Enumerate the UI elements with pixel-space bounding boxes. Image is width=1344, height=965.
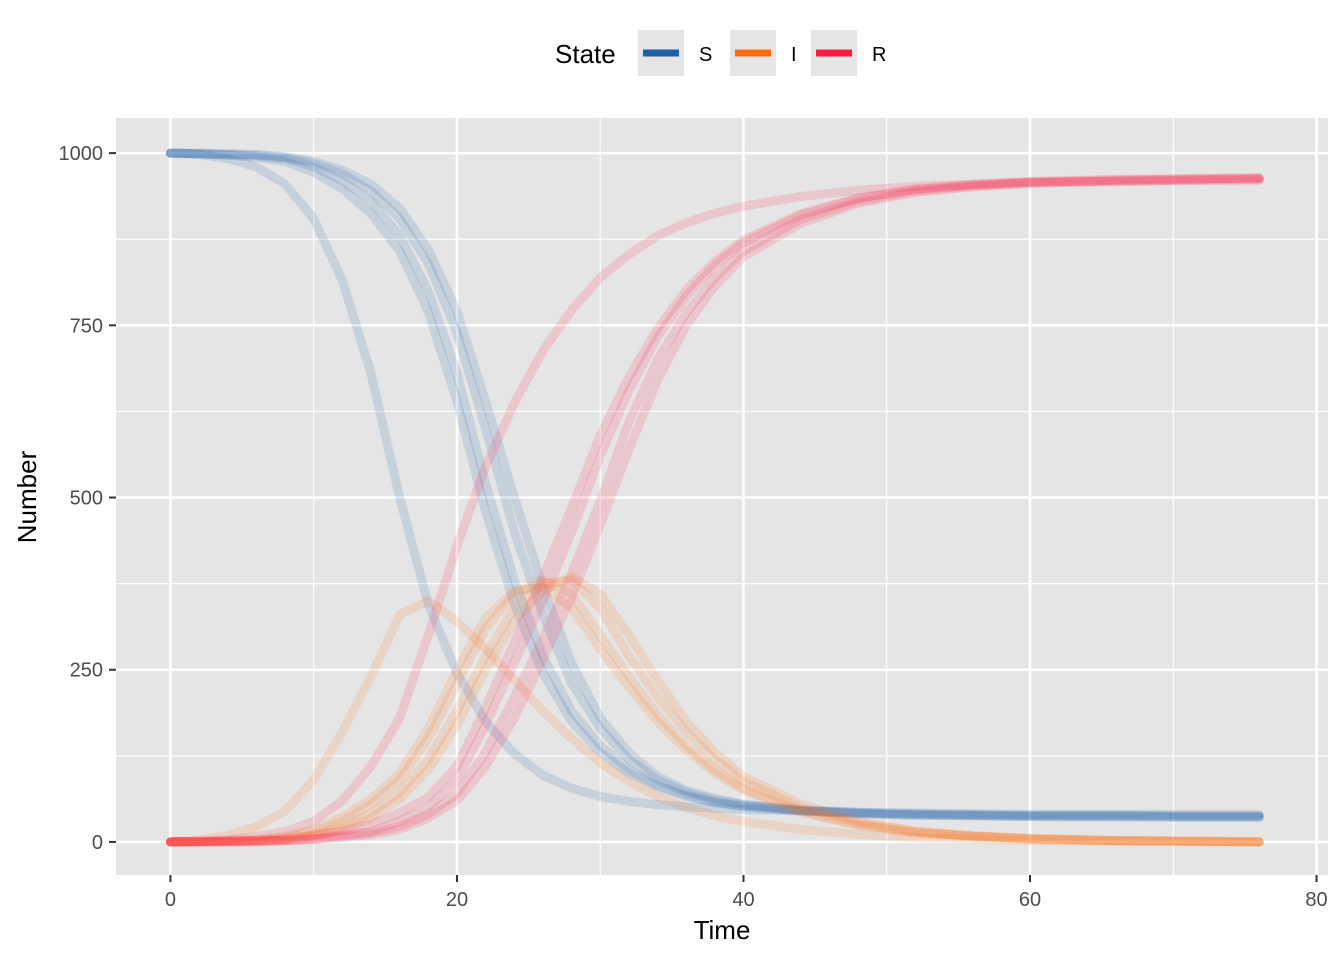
series-line-S-run-1: [165, 148, 1264, 819]
grid: [116, 118, 1328, 875]
y-axis-label: Number: [12, 450, 42, 543]
series-line-I-run-1: [165, 596, 1264, 847]
series-line-I-run-2: [165, 575, 1264, 847]
y-tick-label: 250: [70, 660, 103, 682]
series-line-S-run-4: [165, 148, 1264, 821]
legend-title: State: [555, 39, 616, 69]
series-line-I-run-4: [165, 572, 1264, 847]
x-tick-label: 20: [446, 889, 468, 911]
legend-label-S: S: [699, 44, 712, 66]
y-tick-label: 0: [92, 832, 103, 854]
y-tick-label: 1000: [59, 143, 104, 165]
series-line-S-run-3: [165, 148, 1264, 821]
series-line-R-run-3: [165, 174, 1264, 847]
series-line-R-run-4: [165, 174, 1264, 847]
y-tick-label: 500: [70, 488, 103, 510]
x-tick-label: 60: [1019, 889, 1041, 911]
series-line-R-run-2: [165, 173, 1264, 847]
legend-label-I: I: [791, 44, 797, 66]
x-tick-label: 0: [165, 889, 176, 911]
x-tick-label: 40: [732, 889, 754, 911]
series-lines: [165, 148, 1264, 847]
x-axis-label: Time: [694, 915, 751, 945]
x-tick-label: 80: [1305, 889, 1327, 911]
legend-label-R: R: [872, 44, 886, 66]
series-line-S-run-2: [165, 148, 1264, 822]
series-line-R-run-5: [165, 173, 1264, 847]
series-line-I-run-3: [165, 575, 1264, 847]
legend: State S I R: [555, 30, 886, 76]
y-tick-label: 750: [70, 315, 103, 337]
series-line-R-run-1: [165, 176, 1264, 847]
series-line-S-run-5: [165, 148, 1264, 822]
axes: 0 20 40 60 80 0 250 500 750 1000: [59, 143, 1328, 911]
series-line-I-run-5: [165, 582, 1264, 847]
